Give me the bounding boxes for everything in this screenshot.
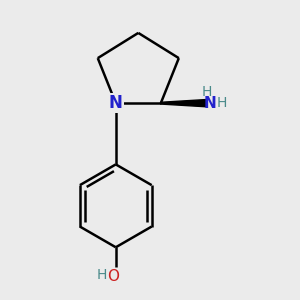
Text: N: N <box>109 94 123 112</box>
Text: H: H <box>202 85 212 99</box>
Text: H: H <box>217 96 227 110</box>
Text: O: O <box>107 268 119 284</box>
Text: N: N <box>204 96 217 111</box>
Text: H: H <box>97 268 107 282</box>
Polygon shape <box>161 100 206 107</box>
